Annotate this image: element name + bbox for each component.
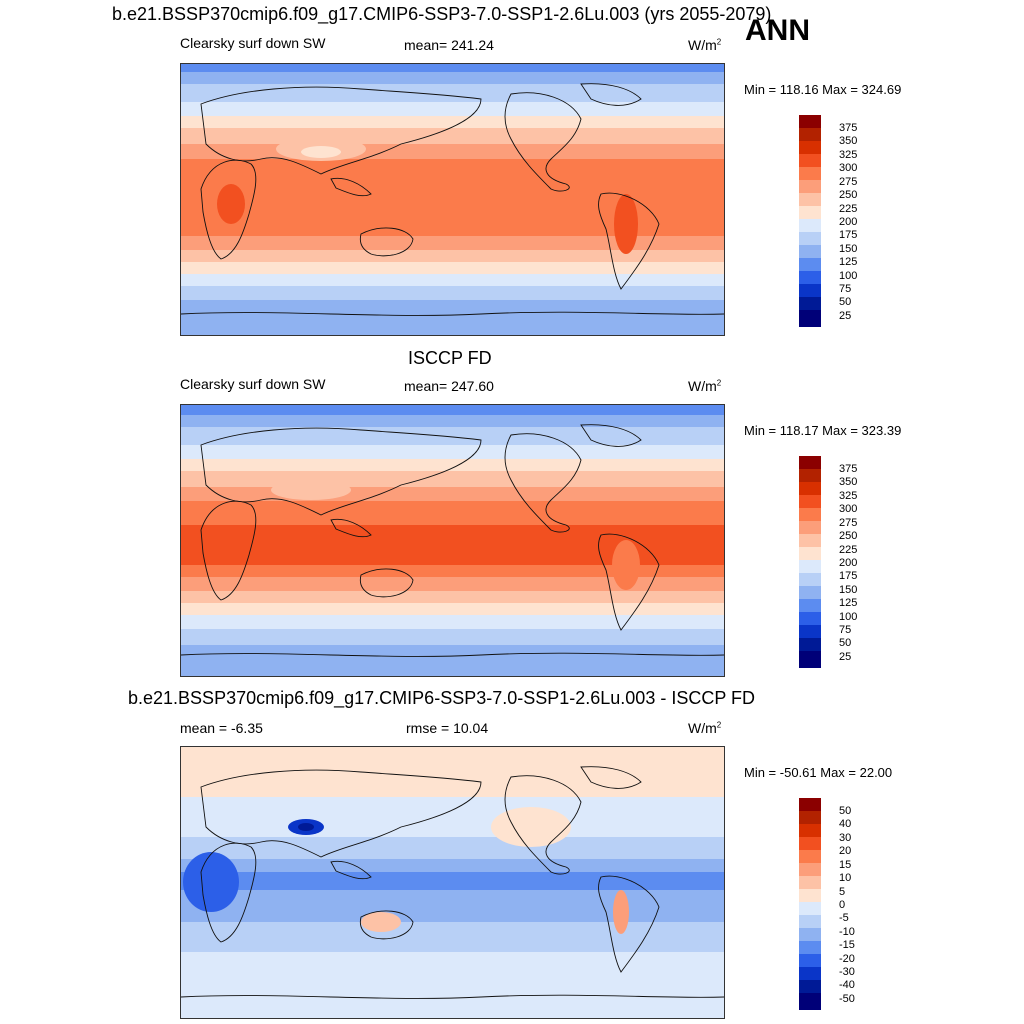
colorbar-tick-label: 300 bbox=[839, 503, 858, 515]
panel2-colorbar: 375 350 325 300 275 250 225 200 175 150 … bbox=[799, 456, 879, 671]
colorbar-tick-label: 300 bbox=[839, 162, 858, 174]
panel3-mean-label: mean = -6.35 bbox=[180, 720, 263, 736]
panel3-colorbar: 50 40 30 20 15 10 5 0 -5 -10 -15 -20 -30… bbox=[799, 798, 879, 1013]
colorbar-tick-label: 275 bbox=[839, 517, 858, 529]
colorbar-tick-label: -20 bbox=[839, 953, 855, 965]
panel2-units: W/m2 bbox=[688, 378, 722, 394]
colorbar-tick-label: 25 bbox=[839, 310, 852, 322]
panel2-title: ISCCP FD bbox=[408, 348, 492, 368]
colorbar-tick-label: 375 bbox=[839, 122, 858, 134]
colorbar-tick-label: 225 bbox=[839, 203, 858, 215]
panel3-map bbox=[180, 746, 725, 1019]
panel3-minmax: Min = -50.61 Max = 22.00 bbox=[744, 765, 893, 780]
panel2-map-field bbox=[181, 405, 724, 676]
colorbar-tick-label: -5 bbox=[839, 912, 849, 924]
panel1-units: W/m2 bbox=[688, 37, 722, 53]
colorbar-tick-label: 250 bbox=[839, 530, 858, 542]
colorbar-tick-label: 250 bbox=[839, 189, 858, 201]
colorbar-tick-label: -30 bbox=[839, 966, 855, 978]
colorbar-tick-label: 275 bbox=[839, 176, 858, 188]
panel1-variable-label: Clearsky surf down SW bbox=[180, 35, 326, 51]
colorbar-tick-label: 150 bbox=[839, 584, 858, 596]
main-title: b.e21.BSSP370cmip6.f09_g17.CMIP6-SSP3-7.… bbox=[112, 4, 772, 24]
colorbar-tick-label: 325 bbox=[839, 149, 858, 161]
colorbar-tick-label: 30 bbox=[839, 832, 852, 844]
panel2-map bbox=[180, 404, 725, 677]
panel3-units: W/m2 bbox=[688, 720, 722, 736]
colorbar-tick-label: 100 bbox=[839, 270, 858, 282]
colorbar-tick-label: 0 bbox=[839, 899, 846, 911]
colorbar-tick-label: -40 bbox=[839, 979, 855, 991]
colorbar-tick-label: 150 bbox=[839, 243, 858, 255]
colorbar-tick-label: 350 bbox=[839, 476, 858, 488]
colorbar-tick-label: 50 bbox=[839, 805, 852, 817]
colorbar-tick-label: 50 bbox=[839, 296, 852, 308]
colorbar-tick-label: -15 bbox=[839, 939, 855, 951]
panel1-mean-label: mean= 241.24 bbox=[404, 37, 494, 53]
colorbar-tick-label: 225 bbox=[839, 544, 858, 556]
colorbar-tick-label: 15 bbox=[839, 859, 852, 871]
colorbar-tick-label: 375 bbox=[839, 463, 858, 475]
colorbar-tick-label: 200 bbox=[839, 557, 858, 569]
colorbar-tick-label: 200 bbox=[839, 216, 858, 228]
season-label: ANN bbox=[745, 14, 810, 47]
colorbar-tick-label: 25 bbox=[839, 651, 852, 663]
panel1-map-field bbox=[181, 64, 724, 335]
colorbar-tick-label: 175 bbox=[839, 570, 858, 582]
colorbar-tick-label: -10 bbox=[839, 926, 855, 938]
panel1-map bbox=[180, 63, 725, 336]
colorbar-tick-label: 75 bbox=[839, 624, 852, 636]
colorbar-tick-label: 125 bbox=[839, 597, 858, 609]
colorbar-tick-label: 50 bbox=[839, 637, 852, 649]
panel3-map-field bbox=[181, 747, 724, 1018]
panel1-colorbar: 375 350 325 300 275 250 225 200 175 150 … bbox=[799, 115, 879, 330]
colorbar-tick-label: 125 bbox=[839, 256, 858, 268]
panel2-minmax: Min = 118.17 Max = 323.39 bbox=[744, 423, 902, 438]
panel3-rmse-label: rmse = 10.04 bbox=[406, 720, 489, 736]
colorbar-tick-label: 40 bbox=[839, 818, 852, 830]
panel2-mean-label: mean= 247.60 bbox=[404, 378, 494, 394]
colorbar-tick-label: 10 bbox=[839, 872, 852, 884]
colorbar-tick-label: 325 bbox=[839, 490, 858, 502]
colorbar-tick-label: 75 bbox=[839, 283, 852, 295]
panel1-minmax: Min = 118.16 Max = 324.69 bbox=[744, 82, 902, 97]
colorbar-tick-label: 20 bbox=[839, 845, 852, 857]
colorbar-tick-label: 350 bbox=[839, 135, 858, 147]
colorbar-tick-label: -50 bbox=[839, 993, 855, 1005]
colorbar-tick-label: 5 bbox=[839, 886, 846, 898]
colorbar-tick-label: 100 bbox=[839, 611, 858, 623]
panel2-variable-label: Clearsky surf down SW bbox=[180, 376, 326, 392]
colorbar-tick-label: 175 bbox=[839, 229, 858, 241]
panel3-title: b.e21.BSSP370cmip6.f09_g17.CMIP6-SSP3-7.… bbox=[128, 688, 756, 708]
